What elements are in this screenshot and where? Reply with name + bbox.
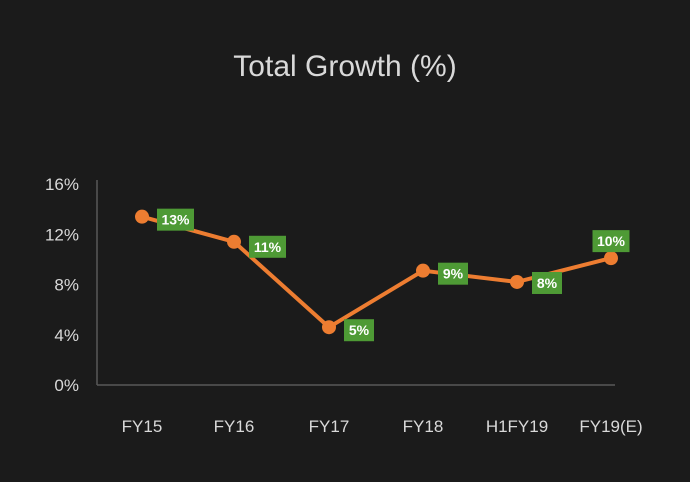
data-label: 10% xyxy=(597,233,626,249)
x-tick-label: FY19(E) xyxy=(579,417,642,436)
data-label-bg xyxy=(592,230,630,253)
data-point xyxy=(604,251,618,266)
x-tick-label: FY17 xyxy=(309,417,350,436)
data-point xyxy=(322,320,336,335)
data-point xyxy=(510,274,524,289)
y-tick-label: 12% xyxy=(45,225,79,244)
y-tick-label: 16% xyxy=(45,175,79,194)
data-label: 11% xyxy=(254,239,282,255)
data-point xyxy=(227,234,241,249)
data-point xyxy=(135,209,149,224)
y-tick-label: 0% xyxy=(54,376,79,395)
y-tick-label: 4% xyxy=(54,326,79,345)
x-tick-label: H1FY19 xyxy=(486,417,548,436)
x-tick-label: FY16 xyxy=(214,417,255,436)
data-label-bg xyxy=(532,271,562,294)
data-point xyxy=(416,263,430,278)
x-tick-label: FY15 xyxy=(122,417,163,436)
data-label: 9% xyxy=(443,266,464,282)
data-label-bg xyxy=(344,319,374,342)
y-tick-label: 8% xyxy=(54,276,79,295)
data-label-bg xyxy=(438,262,468,285)
data-label: 5% xyxy=(349,322,370,338)
series-line xyxy=(141,214,612,330)
data-label: 13% xyxy=(161,212,190,228)
chart-title: Total Growth (%) xyxy=(233,50,456,83)
data-label: 8% xyxy=(537,275,558,291)
data-label-bg xyxy=(157,208,194,231)
data-label-bg xyxy=(249,235,286,258)
x-tick-label: FY18 xyxy=(403,417,444,436)
